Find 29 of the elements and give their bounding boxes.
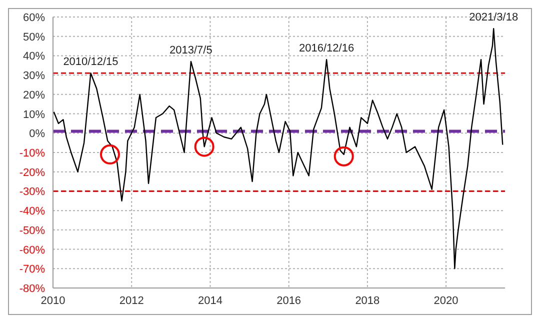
- x-tick-label: 2016: [276, 294, 302, 307]
- y-tick-label: -10%: [19, 148, 46, 160]
- y-tick-label: 20%: [22, 89, 46, 102]
- y-tick-label: -30%: [19, 186, 46, 198]
- y-tick-label: -20%: [19, 166, 46, 179]
- point: [100, 144, 120, 164]
- x-tick-label: 2010: [40, 294, 66, 307]
- y-tick-label: 0%: [29, 128, 46, 140]
- annotation: 2016/12/16: [299, 42, 354, 55]
- y-tick-label: -80%: [19, 283, 46, 295]
- y-tick-label: 60%: [22, 12, 46, 24]
- y-tick-label: 30%: [22, 70, 46, 82]
- annotation: 2021/3/18: [469, 12, 518, 24]
- y-tick-label: 10%: [22, 108, 46, 121]
- annotation: 2010/12/15: [63, 56, 118, 68]
- point: [334, 146, 354, 166]
- y-tick-label: 50%: [22, 31, 46, 44]
- y-tick-label: -60%: [19, 244, 46, 256]
- x-tick-label: 2020: [434, 294, 458, 307]
- line-series: [53, 28, 504, 270]
- point: [194, 136, 214, 157]
- y-tick-label: -50%: [19, 224, 46, 237]
- y-tick-label: -40%: [19, 206, 46, 218]
- annotation: 2013/7/5: [170, 44, 212, 57]
- x-tick-label: 2018: [355, 294, 380, 307]
- x-tick-label: 2014: [198, 294, 222, 307]
- y-tick-label: 40%: [22, 50, 46, 63]
- x-tick-label: 2012: [119, 294, 144, 307]
- y-tick-label: -70%: [19, 264, 46, 276]
